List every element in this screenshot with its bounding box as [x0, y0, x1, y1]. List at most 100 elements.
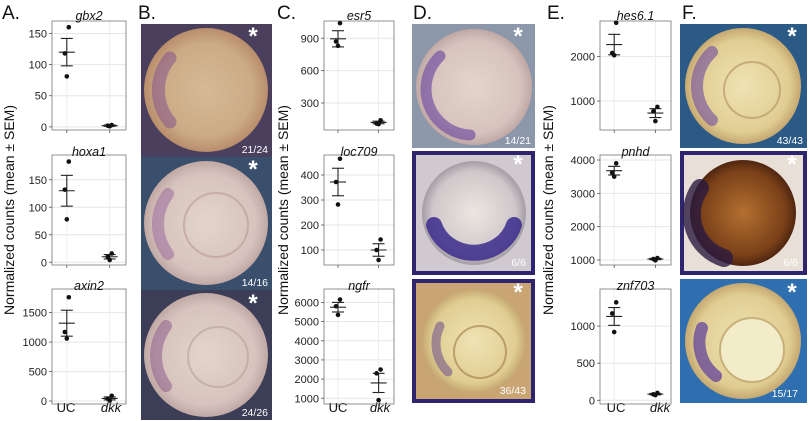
- y-tick-label: 600: [301, 66, 319, 78]
- stain-band: [150, 320, 172, 392]
- x-label-dkk-a: dkk: [101, 400, 123, 415]
- data-point: [66, 24, 72, 30]
- data-point: [378, 367, 383, 372]
- data-point: [337, 156, 343, 162]
- asterisk-mark: *: [248, 290, 258, 317]
- plot-hes6-1: 1000 2000 hes6.1: [571, 9, 672, 133]
- embryo-count: 15/17: [772, 388, 798, 400]
- y-axis-label-c: Normalized counts (mean ± SEM): [275, 105, 291, 315]
- embryo-count: 14/21: [505, 135, 531, 147]
- data-point: [609, 311, 615, 316]
- asterisk-mark: *: [513, 279, 523, 306]
- data-point: [337, 20, 343, 26]
- data-point: [376, 121, 381, 127]
- y-tick-label: 500: [29, 367, 47, 379]
- y-tick-label: 1000: [571, 255, 595, 267]
- data-point: [653, 392, 658, 398]
- stain-band: [420, 50, 476, 141]
- plot-frame: [323, 20, 395, 131]
- y-tick-label: 0: [589, 395, 595, 407]
- y-tick-label: 2000: [295, 374, 319, 386]
- data-point: [107, 257, 113, 263]
- y-tick-label: 0: [41, 122, 47, 134]
- embryo-photo: * 21/24: [141, 23, 272, 157]
- embryo-inner-ring: [187, 326, 249, 388]
- gene-title: hoxa1: [72, 145, 106, 159]
- panel-label-f: F.: [682, 3, 697, 24]
- embryo-photo: * 43/43: [680, 23, 807, 148]
- y-tick-label: 150: [29, 175, 47, 187]
- data-point: [109, 251, 115, 256]
- stain-band: [693, 322, 722, 382]
- x-label-uc-e: UC: [607, 400, 626, 415]
- y-tick-label: 2000: [571, 52, 595, 64]
- y-axis-label-a: Normalized counts (mean ± SEM): [1, 105, 17, 315]
- x-label-uc-a: UC: [57, 400, 76, 415]
- data-point: [333, 179, 339, 185]
- x-label-dkk-c: dkk: [370, 400, 392, 415]
- y-tick-label: 6000: [295, 297, 319, 309]
- stain-band: [152, 188, 174, 260]
- gene-title: znf703: [616, 279, 655, 293]
- data-point: [107, 398, 113, 403]
- data-point: [333, 303, 339, 309]
- panel-label-c: C.: [277, 3, 296, 24]
- plot-gbx2: 0 50 100 150 gbx2: [29, 9, 127, 134]
- data-point: [378, 117, 383, 123]
- data-point: [613, 300, 619, 305]
- data-point: [107, 123, 113, 129]
- data-point: [62, 329, 68, 335]
- data-point: [64, 217, 70, 222]
- embryo-photo: * 15/17: [680, 279, 807, 403]
- data-point: [66, 159, 72, 164]
- plot-axin2: 0 500 1000 1500 axin2: [23, 279, 127, 408]
- y-tick-label: 150: [29, 28, 47, 40]
- asterisk-mark: *: [248, 156, 258, 183]
- data-point: [62, 51, 68, 56]
- embryo-count: 24/26: [242, 407, 268, 419]
- y-tick-label: 100: [301, 245, 319, 257]
- data-point: [105, 254, 111, 260]
- embryo-photo: * 36/43: [412, 279, 535, 403]
- y-tick-label: 2000: [571, 222, 595, 234]
- data-point: [655, 104, 660, 110]
- embryo-count: 6/6: [783, 257, 798, 269]
- y-tick-label: 50: [35, 230, 47, 242]
- data-point: [611, 329, 617, 335]
- y-tick-label: 1000: [23, 337, 47, 349]
- y-tick-label: 300: [301, 195, 319, 207]
- y-tick-label: 900: [301, 33, 319, 45]
- gene-title: gbx2: [75, 9, 102, 23]
- data-point: [613, 161, 619, 166]
- y-tick-label: 500: [577, 358, 595, 370]
- embryo-count: 6/6: [511, 257, 526, 269]
- data-point: [64, 336, 70, 341]
- gene-title: hes6.1: [617, 9, 655, 23]
- data-point: [333, 39, 339, 44]
- y-tick-label: 1000: [571, 96, 595, 108]
- embryo: [144, 161, 268, 285]
- panel-label-d: D.: [413, 3, 432, 24]
- y-tick-label: 5000: [295, 317, 319, 329]
- panel-label-b: B.: [138, 3, 156, 24]
- plot-frame: [51, 288, 127, 405]
- y-tick-label: 100: [29, 60, 47, 72]
- gene-title: axin2: [74, 279, 104, 293]
- data-point: [609, 170, 615, 175]
- y-tick-label: 0: [41, 257, 47, 269]
- data-point: [653, 118, 658, 124]
- embryo-inner-ring: [453, 325, 507, 379]
- data-point: [611, 174, 617, 179]
- asterisk-mark: *: [787, 23, 797, 50]
- plot-frame: [323, 288, 395, 405]
- embryo-inner-ring: [723, 61, 781, 119]
- gene-title: loc709: [341, 145, 378, 159]
- embryo: [690, 160, 796, 266]
- embryo-photo: * 6/6: [680, 151, 807, 275]
- y-tick-label: 100: [29, 202, 47, 214]
- data-point: [62, 187, 68, 192]
- x-label-dkk-e: dkk: [650, 400, 672, 415]
- gene-title: esr5: [347, 9, 371, 23]
- data-point: [66, 294, 72, 300]
